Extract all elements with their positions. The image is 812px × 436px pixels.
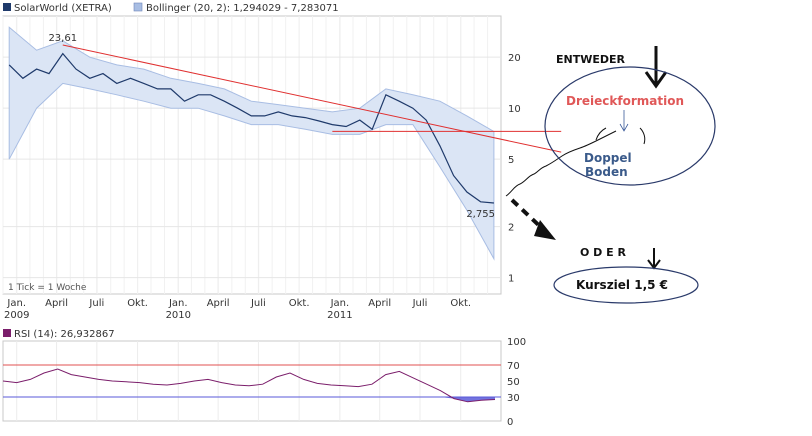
y-tick-label: 1 [508,274,514,285]
x-tick-label: Okt. [450,298,471,309]
bollinger-band [8,26,495,261]
down-arrow-icon [644,46,668,89]
kursziel-label: Kursziel 1,5 € [576,278,668,292]
oder-label: O D E R [580,246,626,259]
bollinger-area [8,26,495,261]
price-line [8,52,494,204]
rsi-y-axis: 0 30 50 70 100 [507,337,526,428]
rsi-y-tick-label: 30 [507,393,520,404]
x-tick-label: April [368,298,391,309]
x-tick-year: 2011 [327,310,352,321]
value-callout: 2,755 [466,209,495,220]
rsi-y-tick-label: 100 [507,337,526,348]
oder-down-arrow-icon [647,248,661,270]
bollinger-legend-swatch [133,2,143,12]
value-callout: 23,61 [48,33,77,44]
rsi-y-tick-label: 70 [507,361,520,372]
rsi-legend-swatch [3,329,11,337]
x-tick-label: Jan. [168,298,188,309]
rsi-grid [16,341,462,421]
scenario-ellipse [544,66,716,186]
price-legend-label: SolarWorld (XETRA) [14,3,112,14]
dreieck-label: Dreieckformation [566,94,684,108]
rsi-line [2,368,496,403]
x-tick-label: Juli [412,298,428,309]
x-tick-label: Juli [88,298,104,309]
x-tick-label: Okt. [289,298,310,309]
dashed-arrow-icon [510,198,556,240]
entweder-label: ENTWEDER [556,53,626,66]
price-line-group [8,52,494,204]
hand-drawn-annotations: ENTWEDER Dreieckformation Doppel Boden O… [505,46,716,304]
y-tick-label: 5 [508,155,514,166]
x-tick-year: 2010 [166,310,191,321]
x-tick-year: 2009 [4,310,29,321]
x-tick-label: April [207,298,230,309]
y-tick-label: 2 [508,223,514,234]
rsi-line-group [2,368,496,403]
rsi-legend-label: RSI (14): 26,932867 [14,329,115,340]
double-bottom-mark-right [639,127,646,145]
rsi-reference-lines [3,364,501,398]
rsi-plot-area [2,340,502,422]
tick-note: 1 Tick = 1 Woche [8,283,87,293]
target-ellipse [553,266,699,304]
projected-path-squiggle [505,130,617,197]
small-arrow-icon [619,110,629,132]
boden-label: Boden [585,165,628,179]
x-tick-label: Okt. [127,298,148,309]
rsi-y-tick-label: 50 [507,377,520,388]
trendline-group [62,44,562,153]
double-bottom-mark-left [595,127,607,141]
y-tick-label: 10 [508,104,521,115]
price-y-axis: 1 2 5 10 20 [508,53,521,284]
bollinger-legend-label: Bollinger (20, 2): 1,294029 - 7,283071 [146,3,339,14]
price-grid [2,16,501,294]
doppel-label: Doppel [584,151,632,165]
price-value-labels: 23,61 2,755 [48,33,495,220]
x-tick-label: Juli [250,298,266,309]
price-legend-swatch [3,3,11,11]
x-tick-label: Jan. [6,298,26,309]
rsi-panel: 0 30 50 70 100 [2,337,526,428]
x-tick-label: April [45,298,68,309]
trendline-1 [62,44,562,153]
rsi-y-tick-label: 0 [507,417,513,428]
x-tick-label: Jan. [330,298,350,309]
y-tick-label: 20 [508,53,521,64]
rsi-oversold-fill [3,397,495,402]
